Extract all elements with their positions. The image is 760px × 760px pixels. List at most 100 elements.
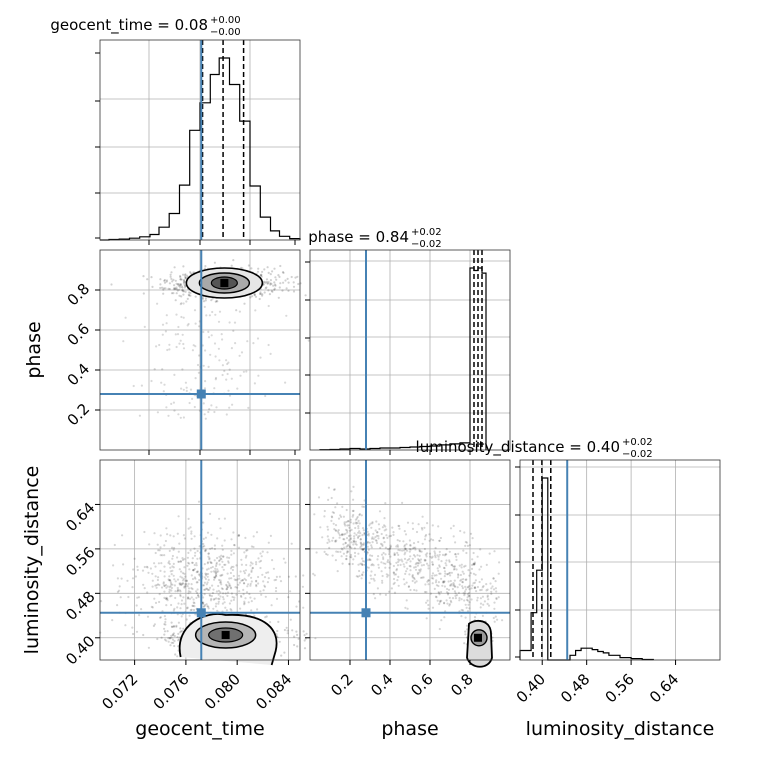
s32-point bbox=[353, 540, 356, 543]
s31-point bbox=[168, 586, 171, 589]
s31-point bbox=[287, 596, 290, 599]
s21-point bbox=[179, 278, 182, 281]
s32-point bbox=[494, 615, 497, 618]
luminosity-distance-title-minus: −0.02 bbox=[622, 449, 653, 460]
s21-point bbox=[194, 295, 197, 298]
s31-point bbox=[163, 584, 166, 588]
s21-point bbox=[269, 283, 272, 286]
s31-point bbox=[228, 577, 231, 580]
s32-point bbox=[397, 584, 400, 587]
s31-point bbox=[188, 614, 191, 617]
s32-point bbox=[470, 567, 474, 571]
s31-point bbox=[182, 596, 185, 599]
s32-point bbox=[346, 550, 349, 553]
s32-point bbox=[396, 579, 399, 582]
s31-point bbox=[158, 593, 161, 596]
s32-point bbox=[413, 578, 416, 581]
s32-point bbox=[327, 486, 330, 489]
s31-point bbox=[265, 571, 268, 575]
s31-point bbox=[248, 573, 251, 576]
s21-point bbox=[182, 316, 185, 319]
s32-point bbox=[464, 588, 468, 591]
s21-point bbox=[163, 279, 166, 282]
s21-point bbox=[186, 324, 189, 327]
s32-point bbox=[347, 543, 350, 547]
s21-point bbox=[176, 288, 179, 291]
s32-point bbox=[369, 522, 372, 525]
s21-point bbox=[179, 303, 182, 306]
s32-point bbox=[493, 607, 496, 610]
s31-point bbox=[247, 583, 250, 586]
s31-point bbox=[169, 581, 172, 584]
s32-point bbox=[409, 588, 412, 592]
s21-point bbox=[210, 404, 213, 407]
s31-point bbox=[203, 545, 206, 548]
s32-point bbox=[373, 579, 376, 582]
s21-point bbox=[242, 370, 245, 373]
s32-point bbox=[473, 581, 476, 584]
s31-point bbox=[201, 584, 205, 587]
s32-point bbox=[411, 522, 414, 525]
s32-point bbox=[416, 573, 420, 576]
s32-point bbox=[398, 539, 401, 543]
s21-point bbox=[202, 330, 205, 334]
s31-point bbox=[163, 544, 166, 547]
s31-point bbox=[151, 585, 154, 588]
s31-point bbox=[196, 581, 199, 584]
s32-point bbox=[373, 573, 377, 577]
s32-point bbox=[347, 524, 350, 527]
s32-point bbox=[452, 583, 456, 586]
s21-point bbox=[269, 279, 272, 282]
s32-point bbox=[433, 554, 437, 557]
s31-point bbox=[165, 598, 168, 601]
s31-point bbox=[215, 564, 218, 568]
s32-point bbox=[392, 531, 395, 534]
s32-point bbox=[409, 543, 412, 547]
s21-point bbox=[228, 368, 231, 371]
s32-point bbox=[353, 532, 356, 535]
s31-point bbox=[170, 583, 173, 586]
s32-point bbox=[488, 552, 491, 555]
s32-point bbox=[413, 581, 417, 584]
s32-point bbox=[458, 597, 461, 600]
s32-point bbox=[327, 538, 330, 541]
s21-point bbox=[184, 381, 187, 384]
s21-point bbox=[159, 286, 162, 290]
s21-point bbox=[191, 349, 194, 352]
s31-point bbox=[221, 587, 224, 591]
s32-point bbox=[407, 585, 410, 589]
s21-point bbox=[182, 342, 185, 346]
s21-point bbox=[163, 281, 167, 284]
s32-point bbox=[419, 568, 422, 571]
s32-point bbox=[419, 561, 422, 564]
s32-point bbox=[423, 559, 426, 562]
s31-point bbox=[157, 549, 160, 552]
s32-point bbox=[450, 601, 453, 604]
s21-point bbox=[203, 413, 206, 416]
s32-point bbox=[448, 604, 451, 607]
s21-point bbox=[277, 296, 280, 299]
s31-point bbox=[230, 538, 233, 541]
s21-point bbox=[247, 406, 250, 409]
s32-point bbox=[423, 558, 426, 561]
s31-point bbox=[226, 572, 229, 575]
s32-point bbox=[435, 596, 438, 599]
s21-point bbox=[240, 266, 243, 269]
s31-point bbox=[243, 603, 246, 606]
s31-point bbox=[116, 590, 119, 594]
s31-point bbox=[136, 568, 139, 572]
s31-point bbox=[142, 633, 145, 637]
s21-point bbox=[228, 394, 232, 397]
s32-point bbox=[354, 521, 357, 524]
s31-point bbox=[182, 577, 186, 581]
s32-point bbox=[409, 565, 412, 568]
s31-point bbox=[132, 568, 135, 571]
s31-point bbox=[252, 535, 255, 538]
s31-point bbox=[217, 589, 220, 593]
s21-point bbox=[175, 313, 178, 316]
s21-point bbox=[203, 305, 206, 308]
s21-point bbox=[269, 273, 272, 276]
s21-point bbox=[138, 414, 141, 417]
s31-point bbox=[260, 555, 263, 558]
s32-point bbox=[381, 544, 384, 548]
